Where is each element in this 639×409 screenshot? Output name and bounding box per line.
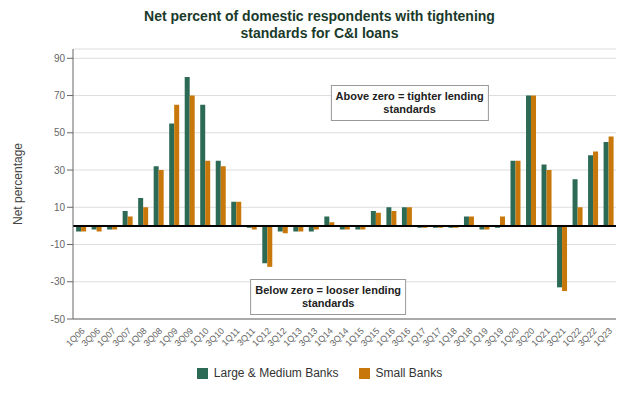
svg-text:3Q13: 3Q13: [296, 325, 320, 349]
svg-text:1Q09: 1Q09: [157, 325, 180, 349]
svg-text:3Q06: 3Q06: [79, 325, 103, 349]
svg-text:1Q07: 1Q07: [95, 325, 118, 349]
html-text:Large & Medium Banks: Large & Medium Banks: [213, 366, 339, 380]
svg-text:90: 90: [54, 53, 66, 64]
svg-text:70: 70: [54, 90, 66, 101]
svg-text:1Q16: 1Q16: [374, 325, 397, 349]
svg-text:1Q15: 1Q15: [343, 325, 366, 349]
svg-text:3Q12: 3Q12: [265, 325, 289, 349]
svg-text:1Q23: 1Q23: [592, 326, 615, 349]
svg-text:-10: -10: [51, 239, 66, 250]
svg-text:50: 50: [54, 127, 66, 138]
svg-text:1Q20: 1Q20: [498, 325, 522, 349]
svg-text:1Q18: 1Q18: [436, 325, 459, 349]
svg-text:1Q19: 1Q19: [467, 325, 491, 349]
html-text:Below zero = looser lending st: Below zero = looser lending standards: [255, 284, 402, 310]
svg-text:1Q21: 1Q21: [529, 325, 553, 349]
svg-text:3Q09: 3Q09: [172, 325, 196, 349]
svg-text:3Q16: 3Q16: [389, 325, 413, 349]
svg-text:1Q10: 1Q10: [188, 325, 211, 349]
svg-text:-30: -30: [51, 276, 66, 287]
svg-text:3Q22: 3Q22: [576, 325, 599, 349]
svg-text:3Q20: 3Q20: [514, 325, 537, 349]
svg-text:3Q08: 3Q08: [141, 325, 165, 349]
svg-text:10: 10: [54, 202, 66, 213]
svg-text:30: 30: [54, 165, 66, 176]
svg-text:3Q10: 3Q10: [203, 325, 227, 349]
svg-text:3Q15: 3Q15: [358, 325, 382, 349]
svg-text:1Q13: 1Q13: [281, 325, 304, 349]
svg-text:3Q17: 3Q17: [420, 325, 444, 349]
svg-text:1Q08: 1Q08: [126, 325, 149, 349]
svg-text:1Q22: 1Q22: [560, 325, 584, 349]
svg-text:1Q11: 1Q11: [219, 325, 242, 348]
svg-text:1Q17: 1Q17: [405, 325, 428, 349]
svg-text:1Q14: 1Q14: [312, 325, 335, 349]
svg-text:1Q06: 1Q06: [64, 325, 87, 349]
svg-text:3Q19: 3Q19: [482, 325, 506, 349]
svg-text:3Q07: 3Q07: [110, 325, 134, 349]
svg-text:1Q12: 1Q12: [250, 325, 273, 349]
html-text:Small Banks: Small Banks: [375, 366, 443, 380]
svg-text:3Q18: 3Q18: [451, 325, 475, 349]
svg-text:3Q21: 3Q21: [545, 325, 568, 349]
html-text:Above zero = tighter lending s: Above zero = tighter lending standards: [335, 90, 484, 115]
html-text:Net percent of domestic respon: Net percent of domestic respondents with…: [144, 8, 495, 41]
svg-text:3Q11: 3Q11: [235, 325, 258, 348]
svg-text:-50: -50: [51, 314, 66, 325]
svg-text:Net percentage: Net percentage: [11, 143, 25, 225]
svg-text:3Q14: 3Q14: [327, 325, 351, 349]
